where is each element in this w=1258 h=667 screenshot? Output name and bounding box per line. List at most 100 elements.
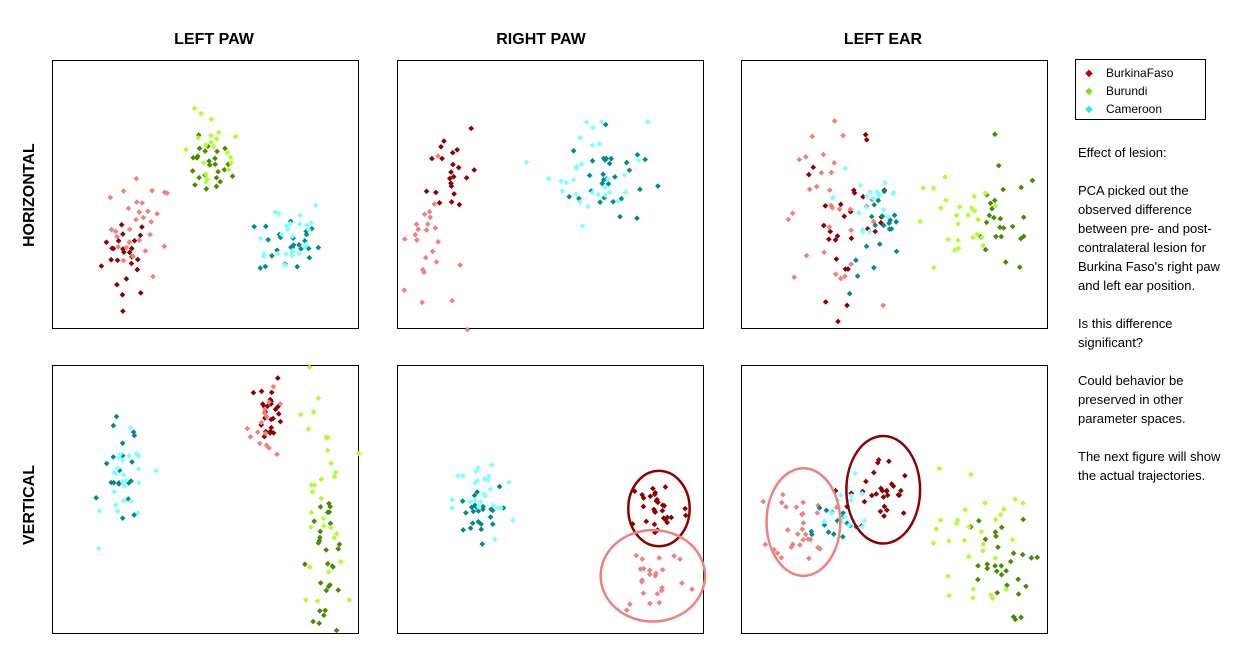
scatter-point-burundi_pre	[229, 173, 236, 180]
scatter-point-burkina_post	[828, 169, 835, 176]
scatter-point-burkina_pre	[128, 260, 135, 267]
scatter-point-burkina_pre	[863, 136, 870, 143]
scatter-point-cameroon_post	[885, 213, 891, 220]
scatter-point-cameroon_post	[278, 231, 285, 238]
scatter-point-burkina_pre	[863, 478, 869, 485]
scatter-point-cameroon_pre	[487, 514, 494, 520]
scatter-point-cameroon_post	[477, 498, 484, 505]
scatter-point-cameroon_post	[135, 466, 142, 472]
scatter-point-cameroon_pre	[872, 222, 878, 229]
scatter-point-burkina_post	[419, 299, 426, 306]
scatter-point-cameroon_pre	[460, 527, 467, 533]
scatter-point-burkina_post	[154, 211, 160, 217]
scatter-point-cameroon_post	[488, 462, 495, 468]
scatter-point-burkina_pre	[837, 201, 844, 208]
scatter-point-burundi_post	[200, 160, 207, 166]
scatter-point-cameroon_post	[121, 483, 128, 490]
scatter-point-burundi_pre	[1003, 568, 1010, 574]
scatter-point-burundi_pre	[333, 627, 340, 634]
scatter-point-cameroon_pre	[600, 171, 606, 178]
scatter-point-cameroon_post	[119, 457, 126, 464]
scatter-point-burundi_pre	[997, 215, 1004, 222]
scatter-plot-area	[785, 118, 1036, 325]
scatter-point-burundi_pre	[316, 608, 323, 614]
scatter-point-burundi_post	[997, 512, 1004, 518]
scatter-point-burkina_pre	[640, 503, 647, 510]
scatter-point-cameroon_pre	[570, 148, 577, 154]
scatter-point-burkina_post	[422, 254, 429, 261]
scatter-point-burkina_post	[115, 244, 121, 250]
scatter-point-burundi_pre	[326, 509, 333, 515]
scatter-point-burkina_pre	[890, 483, 897, 489]
notes-panel: Effect of lesion: PCA picked out the obs…	[1078, 143, 1228, 504]
scatter-point-cameroon_pre	[881, 188, 888, 195]
scatter-point-burundi_post	[1000, 506, 1007, 513]
scatter-point-burundi_post	[1020, 500, 1026, 506]
scatter-point-cameroon_pre	[863, 243, 870, 250]
scatter-point-cameroon_pre	[265, 236, 272, 243]
scatter-point-burkina_pre	[455, 164, 462, 171]
scatter-point-burkina_post	[150, 273, 156, 280]
scatter-point-cameroon_pre	[891, 212, 898, 219]
scatter-point-burundi_pre	[987, 200, 994, 206]
scatter-point-cameroon_post	[487, 486, 494, 492]
scatter-point-burkina_pre	[120, 231, 126, 237]
scatter-point-burundi_post	[328, 460, 334, 467]
scatter-point-cameroon_pre	[478, 526, 485, 533]
scatter-point-burundi_post	[228, 160, 234, 166]
scatter-point-cameroon_pre	[840, 533, 846, 540]
legend-label-cameroon: Cameroon	[1106, 102, 1163, 116]
scatter-point-burundi_post	[956, 204, 963, 210]
scatter-point-cameroon_pre	[113, 413, 120, 420]
scatter-point-burundi_post	[306, 364, 313, 371]
scatter-point-burkina_pre	[436, 199, 443, 206]
scatter-point-cameroon_pre	[608, 155, 614, 162]
scatter-point-burundi_pre	[317, 528, 324, 535]
scatter-point-burkina_post	[832, 271, 839, 278]
scatter-point-cameroon_post	[506, 479, 512, 485]
scatter-point-cameroon_pre	[296, 242, 302, 248]
scatter-point-cameroon_post	[583, 119, 590, 126]
highlight-ellipse-burkina_pre	[845, 434, 922, 545]
scatter-point-cameroon_post	[510, 517, 516, 524]
scatter-point-burundi_pre	[997, 224, 1003, 231]
scatter-point-burkina_pre	[806, 171, 812, 178]
scatter-point-cameroon_pre	[830, 531, 837, 537]
scatter-point-burkina_post	[783, 503, 789, 510]
scatter-point-burkina_pre	[827, 228, 834, 235]
scatter-point-burkina_pre	[451, 191, 457, 197]
scatter-point-burundi_post	[955, 221, 961, 227]
scatter-point-burundi_post	[933, 526, 940, 532]
note-pca: PCA picked out the observed difference b…	[1078, 183, 1220, 293]
scatter-point-cameroon_pre	[110, 454, 117, 460]
scatter-point-cameroon_post	[596, 141, 603, 147]
scatter-point-burkina_post	[789, 210, 796, 217]
scatter-point-burkina_pre	[134, 256, 141, 263]
scatter-point-cameroon_post	[289, 252, 296, 259]
scatter-point-burkina_pre	[114, 281, 120, 288]
scatter-point-burundi_post	[225, 166, 232, 173]
scatter-point-burkina_post	[656, 555, 662, 561]
scatter-point-cameroon_pre	[623, 159, 630, 166]
scatter-point-cameroon_post	[842, 165, 848, 172]
scatter-point-burkina_post	[133, 216, 139, 223]
row-title-horizontal: HORIZONTAL	[21, 143, 38, 247]
scatter-point-burkina_pre	[835, 318, 841, 325]
scatter-point-burkina_post	[826, 187, 833, 193]
scatter-point-burkina_post	[449, 297, 456, 304]
scatter-point-burundi_post	[198, 110, 205, 117]
scatter-point-burundi_pre	[998, 233, 1005, 240]
scatter-point-cameroon_post	[621, 172, 628, 178]
scatter-point-cameroon_post	[866, 228, 873, 235]
scatter-point-burundi_pre	[1028, 555, 1035, 561]
scatter-point-burkina_post	[659, 566, 666, 573]
scatter-point-burundi_post	[937, 517, 944, 523]
scatter-point-burundi_post	[968, 471, 974, 478]
scatter-point-burkina_post	[140, 214, 147, 221]
scatter-point-burkina_post	[270, 383, 277, 390]
scatter-point-burkina_post	[633, 552, 640, 559]
scatter-point-burkina_post	[274, 451, 280, 458]
scatter-point-burkina_post	[646, 567, 653, 574]
scatter-point-burundi_pre	[1019, 551, 1026, 558]
scatter-point-burkina_pre	[841, 213, 848, 220]
